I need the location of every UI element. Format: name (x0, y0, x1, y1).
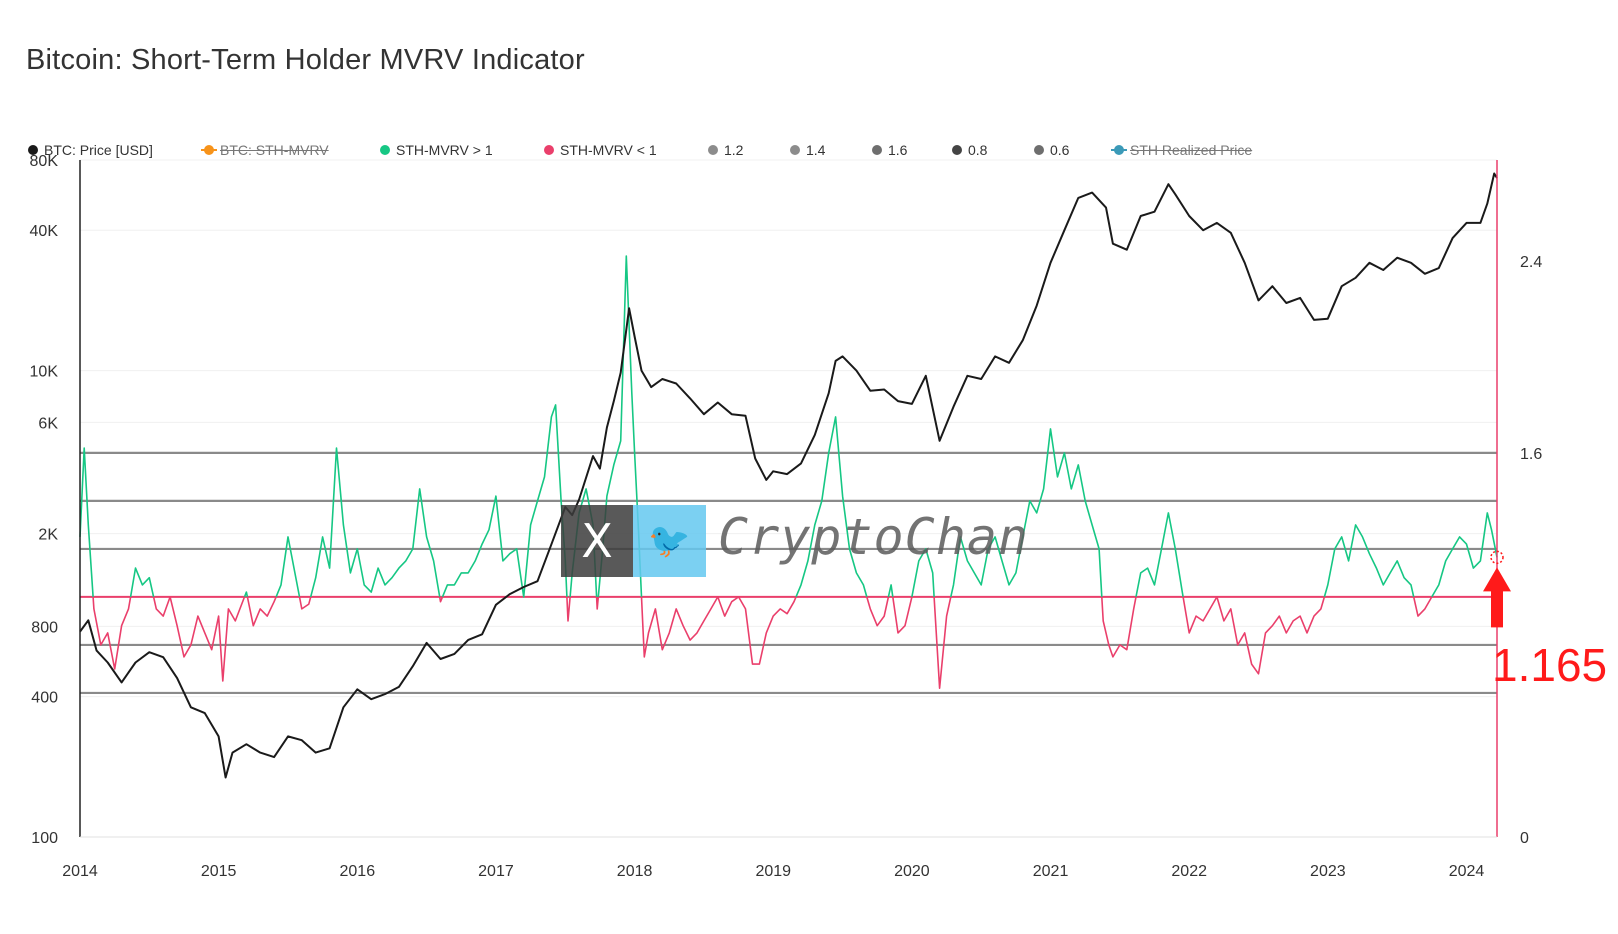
sth-mvrv-below-1-segment (298, 596, 312, 610)
x-tick-label: 2017 (478, 863, 514, 880)
sth-mvrv-above-1-segment (911, 548, 935, 598)
sth-mvrv-above-1-segment (1135, 512, 1184, 598)
legend-item-level-1-2[interactable]: 1.2 (708, 138, 743, 162)
y-right-tick-label: 2.4 (1520, 254, 1542, 271)
sth-mvrv-below-1-segment (1412, 596, 1433, 617)
legend-dot-icon (28, 145, 38, 156)
annotation-value-label: 1.165 (1492, 639, 1608, 691)
y-left-tick-label: 800 (31, 619, 58, 636)
sth-mvrv-below-1-segment (640, 596, 719, 658)
sth-mvrv-above-1-segment (275, 536, 301, 598)
x-tick-label: 2022 (1171, 863, 1207, 880)
legend-item-level-0-8[interactable]: 0.8 (952, 138, 987, 162)
sth-mvrv-below-1-segment (169, 596, 246, 682)
sth-mvrv-above-1-segment (309, 447, 441, 598)
sth-mvrv-above-1-segment (129, 567, 155, 598)
btc-price-series (79, 172, 1498, 779)
legend-item-sth-mvrv-above-1[interactable]: STH-MVRV > 1 (380, 138, 493, 162)
sth-mvrv-below-1-segment (566, 596, 571, 622)
legend-dot-icon (1111, 145, 1127, 156)
sth-mvrv-below-1-segment (737, 596, 797, 665)
x-tick-label: 2015 (201, 863, 237, 880)
twitter-bird-icon: 🐦 (633, 505, 706, 577)
x-tick-label: 2024 (1449, 863, 1485, 880)
sth-mvrv-above-1-segment (1323, 524, 1415, 598)
sth-mvrv-below-1-segment (246, 596, 277, 627)
current-value-marker (1490, 550, 1504, 565)
x-tick-label: 2021 (1033, 863, 1069, 880)
y-left-tick-label: 400 (31, 690, 58, 707)
legend-dot-icon (708, 145, 718, 156)
legend-dot-icon (544, 145, 554, 156)
sth-mvrv-below-1-segment (717, 596, 740, 617)
sth-mvrv-below-1-segment (595, 596, 600, 610)
sth-mvrv-above-1-segment (243, 591, 249, 598)
y-left-tick-label: 2K (38, 527, 58, 544)
x-tick-label: 2016 (340, 863, 376, 880)
btc-price-line (79, 172, 1498, 779)
y-left-tick-label: 10K (30, 364, 59, 381)
axes-layer: 100 400 800 2K 6K 10K 40K 80K 0 1.6 2.4 2014 2015 201… (30, 153, 1543, 880)
sth-mvrv-above-1-segment (1431, 512, 1498, 598)
up-arrow-icon (1483, 567, 1511, 628)
sth-mvrv-series (79, 255, 1498, 689)
y-left-tick-label: 6K (38, 415, 58, 432)
x-tick-label: 2020 (894, 863, 930, 880)
legend-item-sth-mvrv[interactable]: BTC: STH-MVRV (201, 138, 329, 162)
sth-mvrv-above-1-segment (79, 447, 94, 597)
y-right-tick-label: 0 (1520, 830, 1529, 847)
legend-item-level-1-4[interactable]: 1.4 (790, 138, 825, 162)
sth-mvrv-below-1-segment (1216, 596, 1326, 675)
sth-mvrv-below-1-segment (92, 596, 132, 670)
annotation-layer (1483, 550, 1511, 628)
legend-dot-icon (1034, 145, 1044, 156)
x-tick-label: 2023 (1310, 863, 1346, 880)
y-right-tick-label: 1.6 (1520, 446, 1542, 463)
x-tick-label: 2019 (755, 863, 791, 880)
watermark-text: CryptoChan (718, 508, 1030, 566)
chart-title: Bitcoin: Short-Term Holder MVRV Indicato… (26, 44, 585, 76)
legend-item-sth-mvrv-below-1[interactable]: STH-MVRV < 1 (544, 138, 657, 162)
sth-mvrv-above-1-segment (795, 416, 868, 598)
sth-mvrv-below-1-segment (1182, 596, 1218, 634)
legend-item-level-1-6[interactable]: 1.6 (872, 138, 907, 162)
y-left-tick-label: 80K (30, 153, 59, 170)
legend-item-btc-price[interactable]: BTC: Price [USD] (28, 138, 153, 162)
legend-dot-icon (201, 145, 217, 156)
sth-mvrv-below-1-segment (1101, 596, 1137, 658)
reference-lines-layer (80, 451, 1497, 695)
x-tick-label: 2014 (62, 863, 98, 880)
sth-mvrv-below-1-segment (866, 596, 890, 627)
y-left-tick-label: 100 (31, 830, 58, 847)
sth-mvrv-above-1-segment (887, 584, 894, 598)
legend-dot-icon (380, 145, 390, 156)
x-tick-label: 2018 (617, 863, 653, 880)
sth-mvrv-below-1-segment (892, 596, 913, 634)
sth-mvrv-above-1-segment (950, 428, 1103, 598)
sth-mvrv-below-1-segment (152, 596, 171, 617)
grid-layer (80, 159, 1497, 838)
sth-mvrv-below-1-segment (933, 596, 952, 689)
legend-item-level-0-6[interactable]: 0.6 (1034, 138, 1069, 162)
x-logo-icon: X (561, 505, 633, 577)
sth-mvrv-below-1-segment (438, 596, 444, 603)
legend-dot-icon (952, 145, 962, 156)
legend-dot-icon (872, 145, 882, 156)
legend-item-sth-realized-price[interactable]: STH Realized Price (1111, 138, 1252, 162)
sth-mvrv-above-1-segment (441, 404, 568, 598)
legend-dot-icon (790, 145, 800, 156)
y-left-tick-label: 40K (30, 223, 59, 240)
